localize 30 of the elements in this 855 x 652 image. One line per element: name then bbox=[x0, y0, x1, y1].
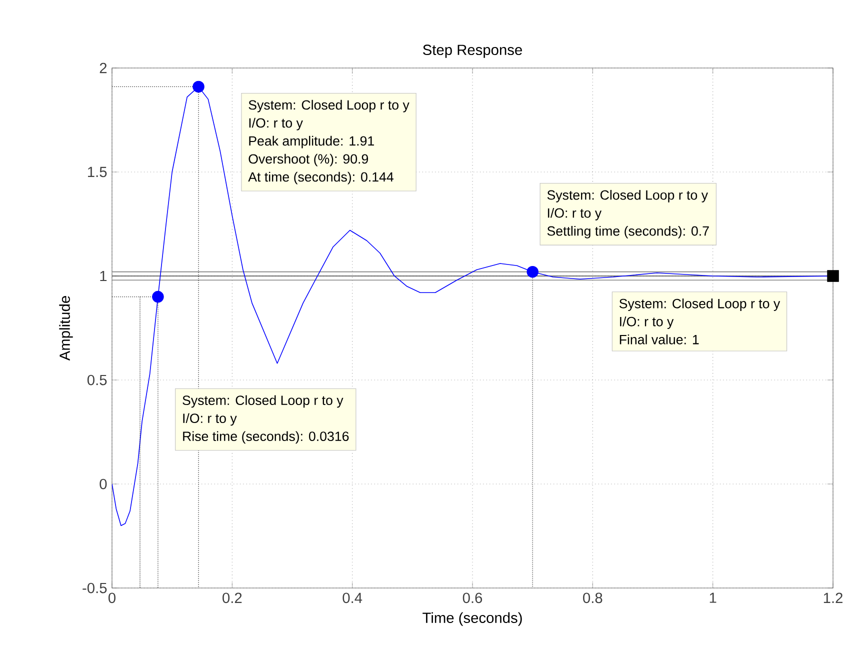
annotation: Peak amplitude: 1.91 bbox=[249, 136, 374, 148]
y-tick-label: -0.5 bbox=[82, 582, 107, 594]
y-tick-label: 1 bbox=[100, 270, 107, 282]
annotation: System: Closed Loop r to y bbox=[619, 298, 780, 311]
x-axis-title: Time (seconds) bbox=[422, 612, 522, 626]
x-tick-label: 0.8 bbox=[583, 592, 602, 604]
annotation: System: Closed Loop r to y bbox=[547, 190, 708, 202]
annotation: I/O: r to y bbox=[548, 208, 602, 220]
x-tick-label: 1.2 bbox=[824, 592, 842, 603]
annotation: Overshoot (%): 90.9 bbox=[248, 154, 368, 166]
annotation: Rise time (seconds): 0.0316 bbox=[183, 431, 349, 444]
annotation: I/O: r to y bbox=[620, 316, 674, 329]
y-axis-title: Amplitude bbox=[59, 296, 73, 361]
annotation: System: Closed Loop r to y bbox=[182, 395, 344, 408]
x-tick-label: 0.6 bbox=[462, 592, 482, 604]
annotation: System: Closed Loop r to y bbox=[248, 100, 410, 112]
y-tick-label: 2 bbox=[100, 62, 107, 74]
annotation: At time (seconds): 0.144 bbox=[248, 172, 394, 184]
x-tick-label: 0 bbox=[108, 592, 116, 604]
annotation: Final value: 1 bbox=[620, 334, 699, 344]
x-tick-label: 1 bbox=[710, 592, 716, 603]
annotation: Settling time (seconds): 0.7 bbox=[547, 226, 709, 238]
y-tick-label: 0 bbox=[100, 478, 107, 490]
annotation: I/O: r to y bbox=[249, 118, 303, 130]
x-tick-label: 0.4 bbox=[342, 592, 362, 604]
chart-title: Step Response bbox=[423, 44, 522, 58]
y-tick-label: 1.5 bbox=[88, 166, 107, 178]
y-tick-label: 0.5 bbox=[87, 374, 107, 386]
x-tick-label: 0.2 bbox=[222, 592, 242, 604]
annotation: I/O: r to y bbox=[183, 413, 237, 426]
